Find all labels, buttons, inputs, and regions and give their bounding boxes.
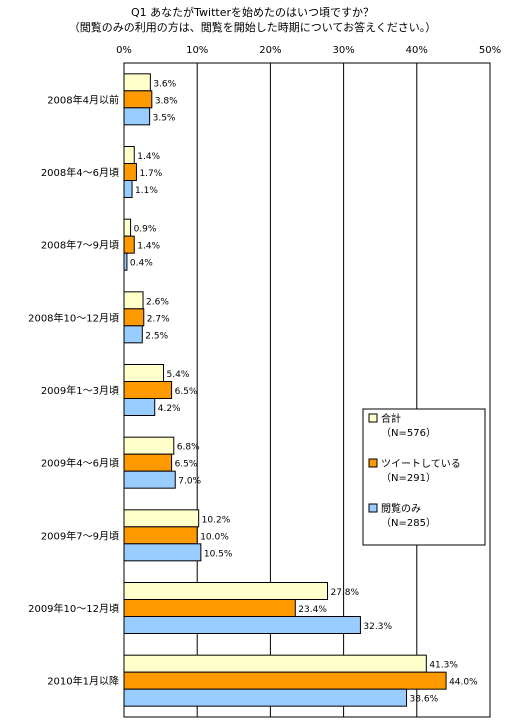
category-labels: 2008年4月以前 2008年4～6月頃 2008年7～9月頃 2008年10～12月… xyxy=(28,93,119,687)
data-label: 0.4% xyxy=(130,259,153,269)
data-label: 6.5% xyxy=(175,460,198,470)
data-label: 3.6% xyxy=(153,79,176,89)
data-label: 10.2% xyxy=(202,515,231,525)
data-label: 2.5% xyxy=(145,331,168,341)
x-axis-ticks: 0% 10% 20% 30% 40% 50% xyxy=(116,45,501,56)
x-tick-label: 0% xyxy=(116,45,132,56)
legend: 合計 （N=576） ツイートしている （N=291） 閲覧のみ （N=285） xyxy=(362,408,486,546)
x-tick-label: 30% xyxy=(332,45,354,56)
bar xyxy=(123,73,151,92)
bars xyxy=(123,73,447,707)
bar xyxy=(123,582,328,600)
bar xyxy=(123,308,145,327)
bar xyxy=(123,453,173,472)
bar xyxy=(123,218,132,237)
bar xyxy=(123,436,175,455)
legend-swatch xyxy=(368,413,378,423)
bar xyxy=(123,509,200,528)
bar xyxy=(123,526,198,545)
category-label: 2008年10～12月頃 xyxy=(28,311,119,324)
x-tick-label: 10% xyxy=(186,45,208,56)
data-labels: 3.6% 3.8% 3.5% 1.4% 1.7% 1.1% 0.9% 1.4% 0.4% 2.6%… xyxy=(130,79,478,704)
category-label: 2008年7～9月頃 xyxy=(41,239,119,252)
bar xyxy=(123,616,361,634)
bar xyxy=(123,654,427,673)
bar xyxy=(123,90,153,109)
category-label: 2010年1月以降 xyxy=(47,675,119,688)
bar xyxy=(123,599,296,617)
legend-box xyxy=(362,408,486,546)
bar xyxy=(123,146,135,164)
data-label: 6.8% xyxy=(177,443,200,453)
data-label: 2.6% xyxy=(146,297,169,307)
data-label: 3.5% xyxy=(153,113,176,123)
data-label: 38.6% xyxy=(410,695,439,705)
data-label: 27.8% xyxy=(330,588,359,598)
bar xyxy=(123,235,135,254)
category-label: 2008年4～6月頃 xyxy=(41,166,119,179)
bar xyxy=(123,291,144,310)
legend-n: （N=285） xyxy=(381,517,436,529)
category-label: 2009年4～6月頃 xyxy=(41,457,119,470)
bar xyxy=(123,180,133,198)
data-label: 1.4% xyxy=(137,152,160,162)
data-label: 41.3% xyxy=(429,661,458,671)
legend-label: 合計 xyxy=(381,412,401,425)
bar xyxy=(123,364,165,382)
data-label: 32.3% xyxy=(363,622,392,632)
data-label: 4.2% xyxy=(158,404,181,414)
bar xyxy=(123,688,408,707)
category-label: 2009年1～3月頃 xyxy=(41,384,119,397)
bar xyxy=(123,470,176,489)
legend-label: 閲覧のみ xyxy=(381,503,421,515)
data-label: 23.4% xyxy=(298,605,327,615)
legend-n: （N=291） xyxy=(381,472,436,484)
bar xyxy=(123,325,143,344)
x-tick-label: 40% xyxy=(406,45,428,56)
x-tick-label: 20% xyxy=(259,45,281,56)
chart-title: Q1 あなたがTwitterを始めたのはいつ頃ですか？ xyxy=(130,6,375,19)
bar xyxy=(123,381,173,399)
data-label: 6.5% xyxy=(175,387,198,397)
data-label: 1.7% xyxy=(139,169,162,179)
bar xyxy=(123,107,151,126)
plot-frame xyxy=(123,62,491,718)
data-label: 5.4% xyxy=(167,370,190,380)
category-label: 2009年10～12月頃 xyxy=(28,602,119,615)
category-label: 2008年4月以前 xyxy=(47,93,119,106)
legend-label: ツイートしている xyxy=(381,458,461,470)
data-label: 10.0% xyxy=(200,532,229,542)
legend-n: （N=576） xyxy=(381,427,436,439)
x-tick-label: 50% xyxy=(479,45,501,56)
bar xyxy=(123,543,202,562)
data-label: 44.0% xyxy=(449,678,478,688)
bar xyxy=(123,163,137,181)
bar xyxy=(123,398,156,416)
bar xyxy=(123,671,447,690)
data-label: 3.8% xyxy=(155,96,178,106)
data-label: 1.4% xyxy=(137,242,160,252)
data-label: 7.0% xyxy=(178,477,201,487)
legend-swatch xyxy=(368,503,378,513)
data-label: 2.7% xyxy=(147,314,170,324)
chart-subtitle: （閲覧のみの利用の方は、閲覧を開始した時期についてお答えください。） xyxy=(68,21,437,34)
data-label: 0.9% xyxy=(134,225,157,235)
data-label: 1.1% xyxy=(135,186,158,196)
legend-swatch xyxy=(368,458,378,468)
category-label: 2009年7～9月頃 xyxy=(41,529,119,542)
data-label: 10.5% xyxy=(204,549,233,559)
